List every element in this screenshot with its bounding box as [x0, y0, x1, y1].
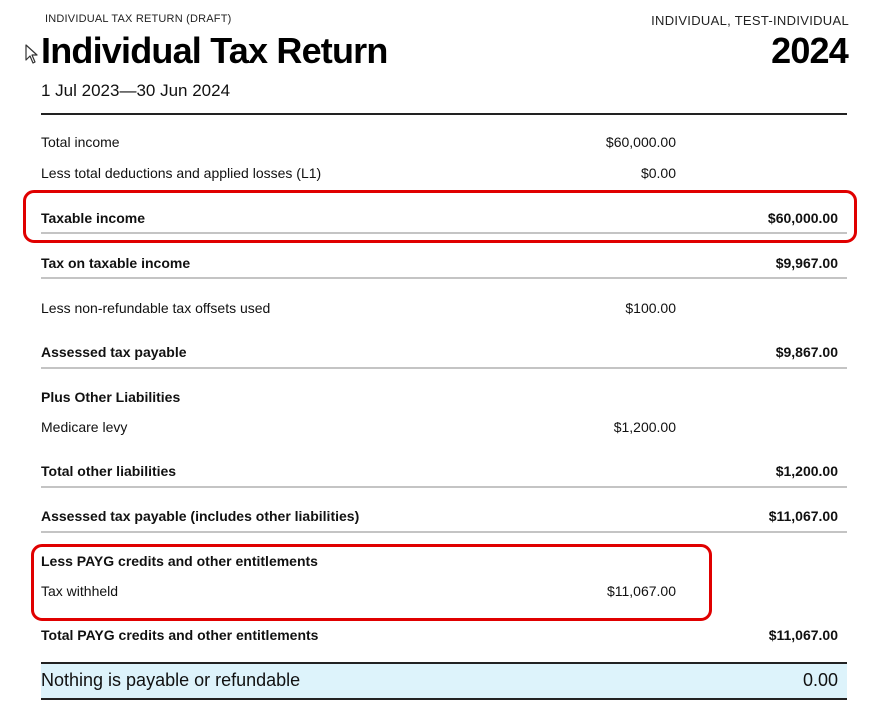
row-value: $60,000.00 — [605, 134, 676, 150]
section-heading: Less PAYG credits and other entitlements — [41, 553, 318, 569]
row-total: $9,867.00 — [775, 344, 838, 360]
taxable-income-highlight — [23, 190, 857, 243]
row-label: Less non-refundable tax offsets used — [41, 300, 271, 316]
row-total-other-liabilities: Total other liabilities $1,200.00 — [41, 460, 838, 484]
section-other-liabilities: Plus Other Liabilities — [41, 386, 838, 410]
row-value: $100.00 — [625, 300, 676, 316]
row-label: Tax withheld — [41, 583, 119, 599]
row-label: Total other liabilities — [41, 463, 177, 479]
header-divider — [41, 113, 847, 115]
section-payg-credits: Less PAYG credits and other entitlements — [41, 550, 838, 574]
row-tax-on-taxable-income: Tax on taxable income $9,967.00 — [41, 252, 838, 276]
taxpayer-name: INDIVIDUAL, TEST-INDIVIDUAL — [651, 13, 849, 28]
row-medicare-levy: Medicare levy $1,200.00 — [41, 416, 838, 440]
row-label: Assessed tax payable — [41, 344, 187, 360]
row-label: Taxable income — [41, 210, 146, 226]
row-total: $60,000.00 — [767, 210, 838, 226]
row-value: $11,067.00 — [606, 583, 676, 599]
row-tax-offsets: Less non-refundable tax offsets used $10… — [41, 297, 838, 321]
row-label: Assessed tax payable (includes other lia… — [41, 508, 360, 524]
row-deductions: Less total deductions and applied losses… — [41, 162, 838, 186]
result-value: 0.00 — [802, 670, 838, 690]
result-banner: Nothing is payable or refundable 0.00 — [41, 664, 847, 698]
row-divider — [41, 367, 847, 369]
row-total: $1,200.00 — [775, 463, 838, 479]
row-divider — [41, 531, 847, 533]
result-top-divider — [41, 662, 847, 664]
row-total: $11,067.00 — [768, 508, 838, 524]
result-bottom-divider — [41, 698, 847, 700]
row-total-income: Total income $60,000.00 — [41, 131, 838, 155]
draft-label: INDIVIDUAL TAX RETURN (DRAFT) — [45, 13, 232, 25]
row-value: $1,200.00 — [613, 419, 676, 435]
row-assessed-tax-incl-liabilities: Assessed tax payable (includes other lia… — [41, 505, 838, 529]
row-total: $11,067.00 — [768, 627, 838, 643]
tax-period: 1 Jul 2023—30 Jun 2024 — [41, 81, 231, 100]
row-label: Total PAYG credits and other entitlement… — [41, 627, 319, 643]
row-label: Total income — [41, 134, 120, 150]
tax-year: 2024 — [771, 30, 849, 71]
row-tax-withheld: Tax withheld $11,067.00 — [41, 580, 838, 604]
payg-credits-highlight — [31, 544, 712, 621]
section-heading: Plus Other Liabilities — [41, 389, 181, 405]
page-title: Individual Tax Return — [41, 30, 388, 71]
row-divider — [41, 277, 847, 279]
row-assessed-tax-payable: Assessed tax payable $9,867.00 — [41, 341, 838, 365]
row-label: Medicare levy — [41, 419, 128, 435]
row-total-payg-credits: Total PAYG credits and other entitlement… — [41, 624, 838, 648]
mouse-pointer-icon — [25, 44, 38, 64]
row-divider — [41, 486, 847, 488]
row-taxable-income: Taxable income $60,000.00 — [41, 207, 838, 231]
row-label: Tax on taxable income — [41, 255, 191, 271]
row-total: $9,967.00 — [775, 255, 838, 271]
result-label: Nothing is payable or refundable — [41, 670, 301, 690]
row-value: $0.00 — [640, 165, 676, 181]
row-divider — [41, 232, 847, 234]
row-label: Less total deductions and applied losses… — [41, 165, 322, 181]
